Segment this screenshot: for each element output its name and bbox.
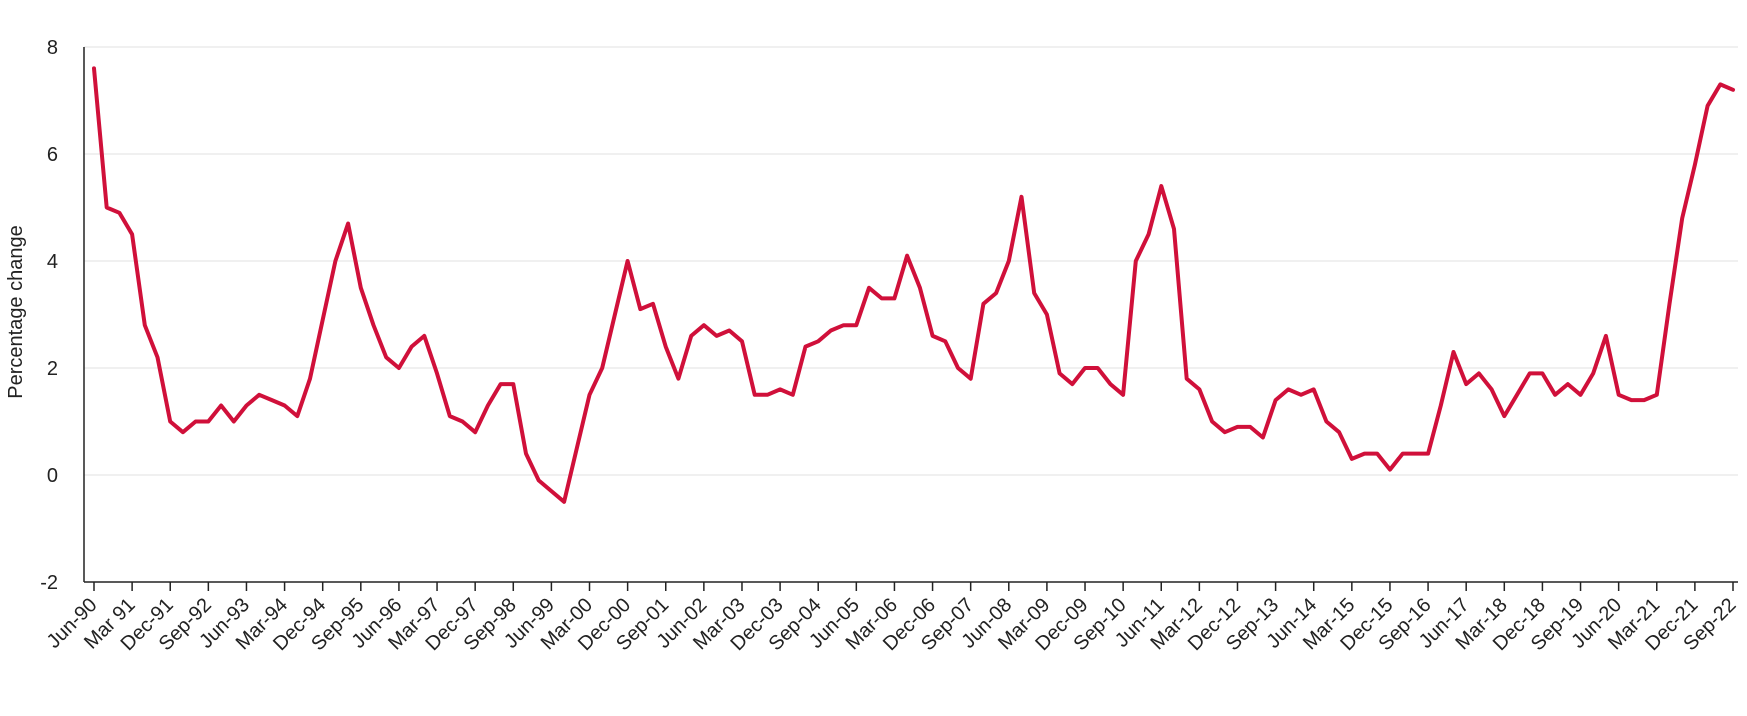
series-line-0	[92, 66, 1735, 504]
y-tick-labels: -2 0 2 4 6 8	[40, 37, 58, 594]
y-tick-label: 6	[47, 144, 58, 166]
y-axis-title: Percentage change	[5, 225, 27, 398]
y-tick-label: 0	[47, 465, 58, 487]
y-tick-label: 4	[47, 251, 58, 273]
series-group	[92, 66, 1735, 504]
y-tick-label: -2	[40, 572, 58, 594]
y-tick-label: 2	[47, 358, 58, 380]
axes	[83, 47, 1738, 591]
y-tick-label: 8	[47, 37, 58, 59]
